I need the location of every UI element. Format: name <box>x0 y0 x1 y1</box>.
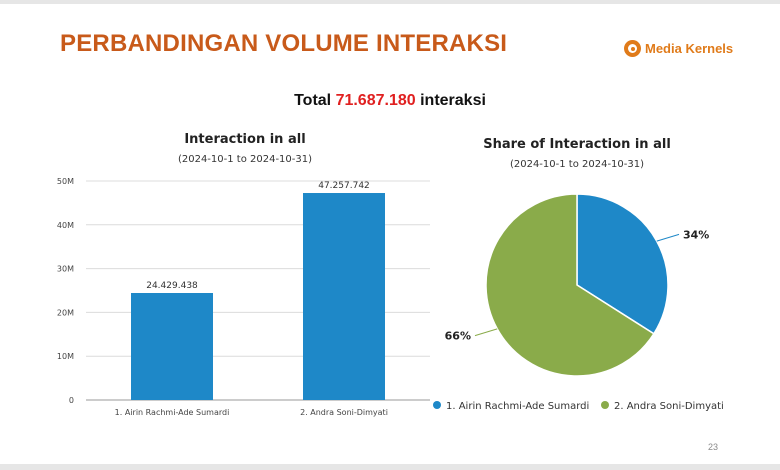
x-category-label: 1. Airin Rachmi-Ade Sumardi <box>115 408 230 417</box>
total-interactions: Total 71.687.180 interaksi <box>0 92 780 110</box>
y-tick-label: 20M <box>57 308 74 317</box>
legend-marker <box>601 401 609 409</box>
bar-data-label: 24.429.438 <box>146 281 198 291</box>
bar <box>131 292 213 400</box>
total-prefix: Total <box>294 92 332 109</box>
bar-chart-title: Interaction in all <box>184 132 305 147</box>
total-suffix: interaksi <box>420 92 486 109</box>
bar <box>303 193 385 400</box>
top-rule <box>0 0 780 4</box>
media-kernels-logo: Media Kernels <box>624 40 733 57</box>
legend-marker <box>433 401 441 409</box>
bar-chart: Interaction in all (2024-10-1 to 2024-10… <box>57 132 430 417</box>
pie-leader-line <box>656 233 680 242</box>
y-tick-label: 50M <box>57 177 74 186</box>
pie-chart-subtitle: (2024-10-1 to 2024-10-31) <box>510 159 644 170</box>
legend-label: 2. Andra Soni-Dimyati <box>614 401 724 412</box>
pie-percent-label: 34% <box>683 228 709 241</box>
x-category-label: 2. Andra Soni-Dimyati <box>300 408 388 417</box>
pie-percent-label: 66% <box>445 330 471 343</box>
logo-text: Media Kernels <box>645 41 734 56</box>
total-value: 71.687.180 <box>335 92 416 109</box>
page-number: 23 <box>708 442 719 452</box>
bar-data-label: 47.257.742 <box>318 181 370 191</box>
bar-chart-subtitle: (2024-10-1 to 2024-10-31) <box>178 154 312 165</box>
pie-leader-line <box>474 328 498 337</box>
y-tick-label: 10M <box>57 352 74 361</box>
pie-chart: Share of Interaction in all (2024-10-1 t… <box>433 137 724 412</box>
slide-title: PERBANDINGAN VOLUME INTERAKSI <box>60 30 508 57</box>
y-tick-label: 30M <box>57 265 74 274</box>
y-tick-label: 0 <box>69 396 74 405</box>
bottom-rule <box>0 464 780 470</box>
y-tick-label: 40M <box>57 221 74 230</box>
pie-chart-title: Share of Interaction in all <box>483 137 671 152</box>
legend-label: 1. Airin Rachmi-Ade Sumardi <box>446 401 589 412</box>
pie-slice <box>485 193 655 377</box>
logo-icon <box>624 40 641 57</box>
